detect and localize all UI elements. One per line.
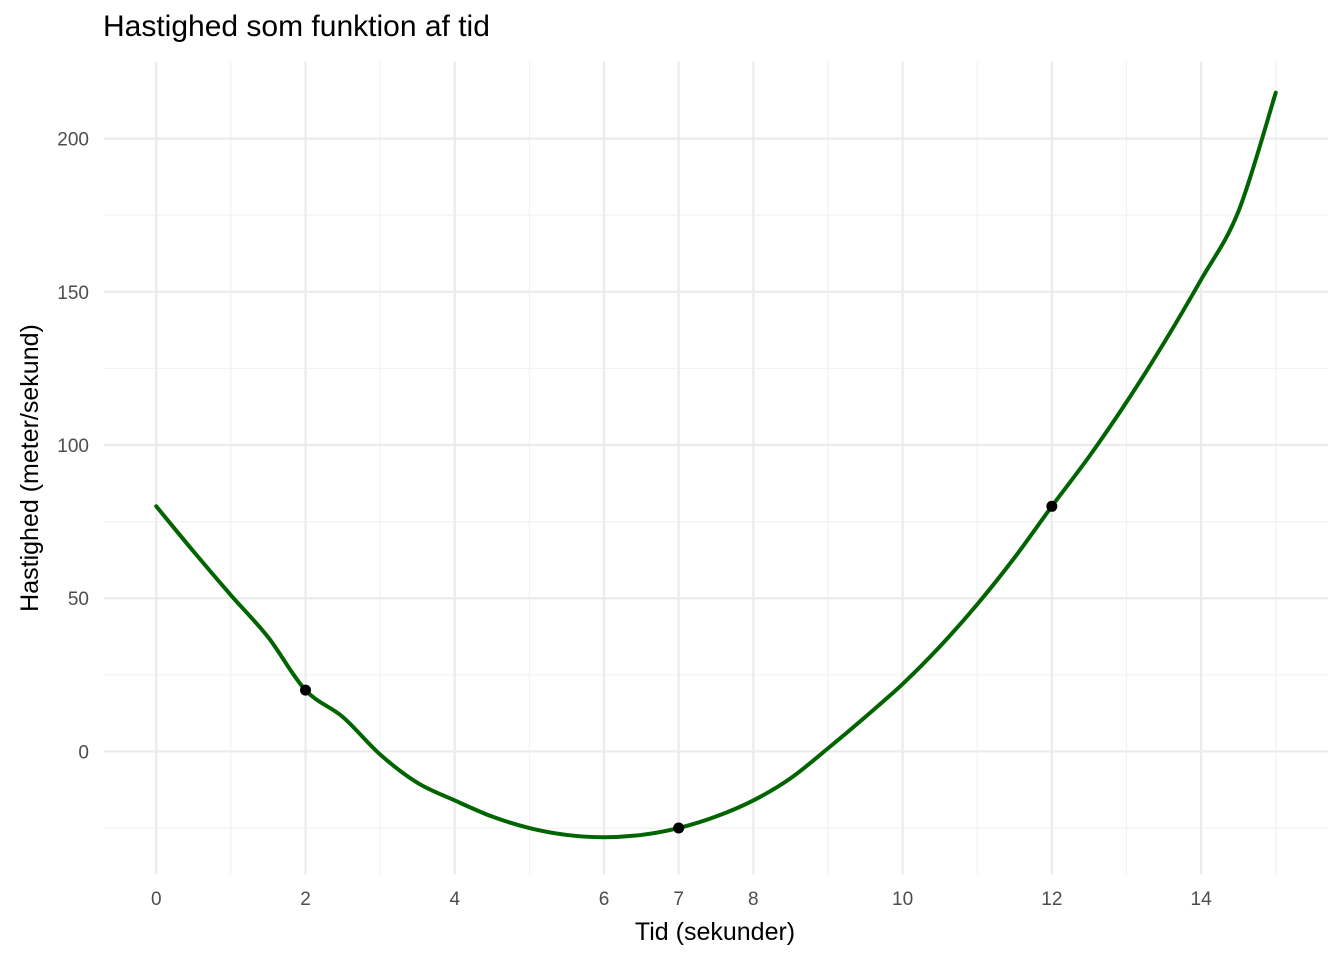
y-tick-label: 150 xyxy=(57,283,89,304)
x-tick-label: 8 xyxy=(748,889,759,910)
data-point xyxy=(1046,500,1058,512)
x-tick-label: 12 xyxy=(1041,889,1062,910)
x-tick-labels: 0 2 4 6 7 8 10 12 14 xyxy=(151,889,1212,910)
points-layer xyxy=(300,500,1058,834)
y-axis-title: Hastighed (meter/sekund) xyxy=(16,324,44,612)
x-tick-label: 7 xyxy=(673,889,684,910)
x-tick-label: 0 xyxy=(151,889,162,910)
data-point xyxy=(673,822,685,834)
major-grid xyxy=(104,62,1328,874)
y-tick-label: 50 xyxy=(68,589,89,610)
series-layer xyxy=(154,90,1278,840)
chart-title: Hastighed som funktion af tid xyxy=(103,10,490,43)
velocity-curve xyxy=(154,90,1278,840)
x-tick-label: 2 xyxy=(300,889,311,910)
y-tick-labels: 0 50 100 150 200 xyxy=(57,130,89,764)
minor-grid xyxy=(104,62,1328,874)
x-tick-label: 14 xyxy=(1191,889,1213,910)
y-tick-label: 100 xyxy=(57,436,89,457)
y-tick-label: 200 xyxy=(57,130,89,151)
x-tick-label: 6 xyxy=(599,889,610,910)
x-tick-label: 4 xyxy=(449,889,460,910)
data-point xyxy=(300,684,312,696)
x-axis-title: Tid (sekunder) xyxy=(635,918,795,946)
y-tick-label: 0 xyxy=(78,742,89,763)
x-tick-label: 10 xyxy=(892,889,913,910)
